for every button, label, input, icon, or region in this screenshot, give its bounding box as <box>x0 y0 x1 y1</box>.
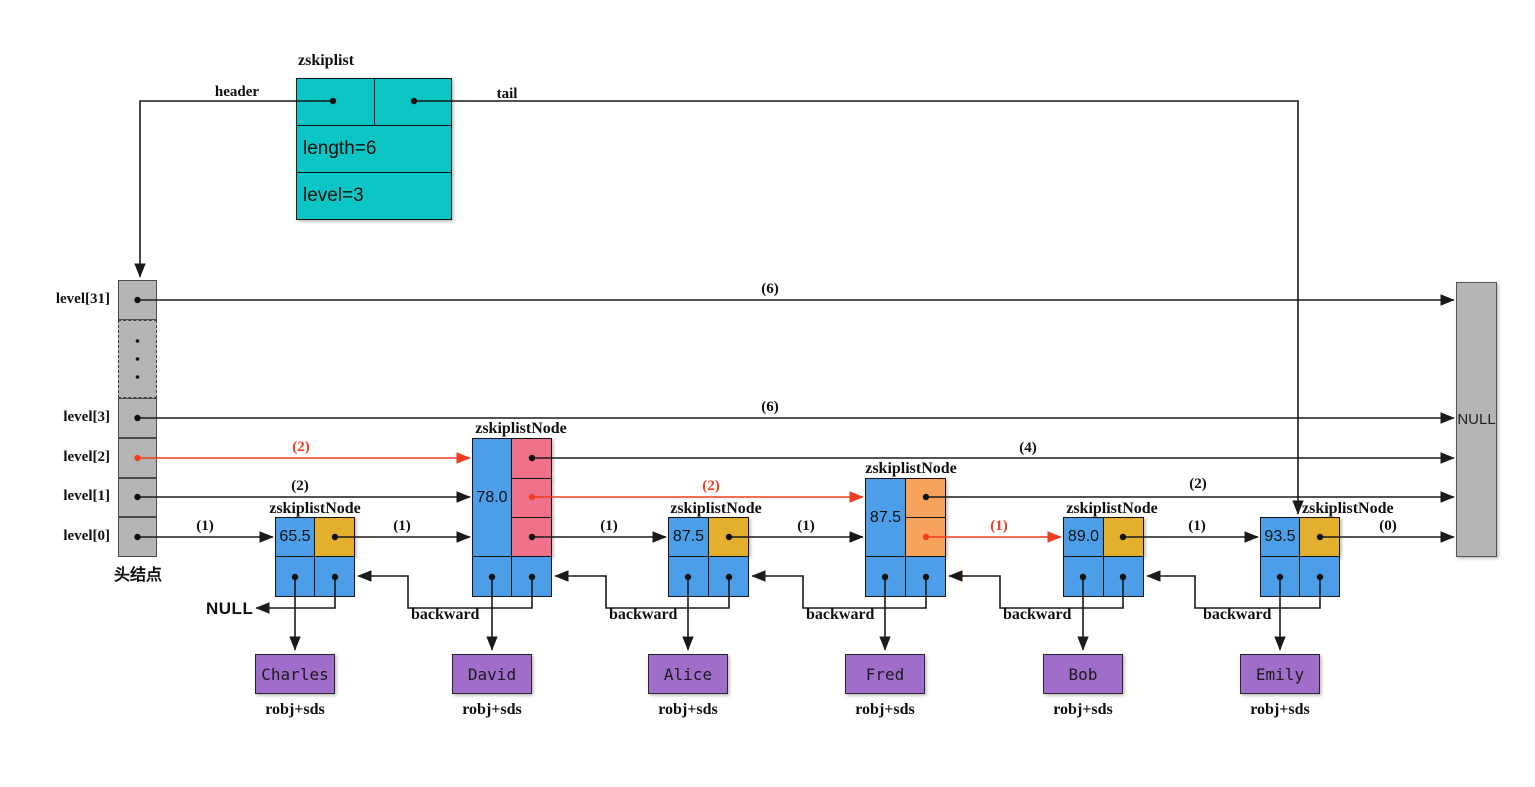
span-label-fred-bob: (1) <box>990 518 1008 534</box>
span-label-david-fred: (2) <box>702 478 720 494</box>
node-charles-score-cell: 65.5 <box>275 517 315 557</box>
node-alice-title: zskiplistNode <box>670 500 762 517</box>
node-alice-level0-cell <box>708 517 749 557</box>
span-label-charles-david: (1) <box>393 518 411 534</box>
backward-label: backward <box>411 606 480 623</box>
node-david-level0-cell <box>511 517 552 557</box>
node-fred-level1-cell <box>905 478 946 518</box>
head-ellipsis-cell <box>118 320 157 398</box>
level0-label: level[0] <box>63 528 110 544</box>
node-david-backward-cell <box>511 556 552 597</box>
span-label-header-l0: (1) <box>196 518 214 534</box>
level1-label: level[1] <box>63 488 110 504</box>
value-box-bob: Bob <box>1043 654 1123 694</box>
node-bob-obj-cell <box>1063 556 1104 597</box>
level2-label: level[2] <box>63 449 110 465</box>
node-emily-backward-cell <box>1299 556 1340 597</box>
span-label-david-null: (4) <box>1019 440 1037 456</box>
node-alice-score-cell: 87.5 <box>668 517 709 557</box>
robj-sds-label: robj+sds <box>265 701 325 718</box>
zskiplist-length-cell: length=6 <box>296 125 452 173</box>
backward-label: backward <box>1003 606 1072 623</box>
node-david-obj-cell <box>472 556 512 597</box>
node-bob-title: zskiplistNode <box>1066 500 1158 517</box>
node-fred-backward-cell <box>905 556 946 597</box>
zskiplist-level-cell: level=3 <box>296 172 452 220</box>
backward-label: backward <box>1203 606 1272 623</box>
backward-label: backward <box>609 606 678 623</box>
head-level3-cell <box>118 398 157 438</box>
head-level2-cell <box>118 438 157 478</box>
span-label-emily-null: (0) <box>1379 518 1397 534</box>
value-box-alice: Alice <box>648 654 728 694</box>
robj-sds-label: robj+sds <box>855 701 915 718</box>
span-label-header-l2: (2) <box>292 439 310 455</box>
head-level31-cell <box>118 280 157 320</box>
level3-label: level[3] <box>63 409 110 425</box>
node-emily-score-cell: 93.5 <box>1260 517 1300 557</box>
node-alice-backward-cell <box>708 556 749 597</box>
null-terminator-box: NULL <box>1456 282 1497 557</box>
node-emily-title: zskiplistNode <box>1302 500 1394 517</box>
tail-pointer-label: tail <box>496 86 518 102</box>
robj-sds-label: robj+sds <box>658 701 718 718</box>
zskiplist-title: zskiplist <box>298 52 355 69</box>
span-label-bob-emily: (1) <box>1188 518 1206 534</box>
span-label-alice-fred: (1) <box>797 518 815 534</box>
span-label-header-l1: (2) <box>291 478 309 494</box>
header-pointer-label: header <box>214 84 260 100</box>
span-label-david-alice: (1) <box>600 518 618 534</box>
robj-sds-label: robj+sds <box>1053 701 1113 718</box>
value-box-charles: Charles <box>255 654 335 694</box>
node-fred-level0-cell <box>905 517 946 557</box>
node-david-level1-cell <box>511 478 552 518</box>
node-charles-backward-cell <box>314 556 355 597</box>
node-david-title: zskiplistNode <box>475 420 567 437</box>
node-charles-obj-cell <box>275 556 315 597</box>
value-box-fred: Fred <box>845 654 925 694</box>
backward-null-label: NULL <box>206 599 254 618</box>
node-alice-obj-cell <box>668 556 709 597</box>
node-bob-backward-cell <box>1103 556 1144 597</box>
node-bob-level0-cell <box>1103 517 1144 557</box>
node-fred-score-cell: 87.5 <box>865 478 906 557</box>
node-bob-score-cell: 89.0 <box>1063 517 1104 557</box>
value-box-david: David <box>452 654 532 694</box>
node-david-score-cell: 78.0 <box>472 438 512 557</box>
head-level1-cell <box>118 478 157 517</box>
zskiplist-tail-pointer-cell <box>374 78 452 126</box>
level31-label: level[31] <box>55 291 110 307</box>
node-charles-title: zskiplistNode <box>269 500 361 517</box>
head-node-caption: 头结点 <box>113 567 163 584</box>
zskiplist-header-pointer-cell <box>296 78 375 126</box>
span-label-fred-null: (2) <box>1189 476 1207 492</box>
span-label-header-l3: (6) <box>761 399 779 415</box>
robj-sds-label: robj+sds <box>1250 701 1310 718</box>
node-emily-level0-cell <box>1299 517 1340 557</box>
node-fred-title: zskiplistNode <box>865 460 957 477</box>
node-emily-obj-cell <box>1260 556 1300 597</box>
value-box-emily: Emily <box>1240 654 1320 694</box>
head-level0-cell <box>118 517 157 557</box>
node-david-level2-cell <box>511 438 552 479</box>
node-charles-level0-cell <box>314 517 355 557</box>
robj-sds-label: robj+sds <box>462 701 522 718</box>
backward-label: backward <box>806 606 875 623</box>
node-fred-obj-cell <box>865 556 906 597</box>
span-label-header-l31: (6) <box>761 281 779 297</box>
